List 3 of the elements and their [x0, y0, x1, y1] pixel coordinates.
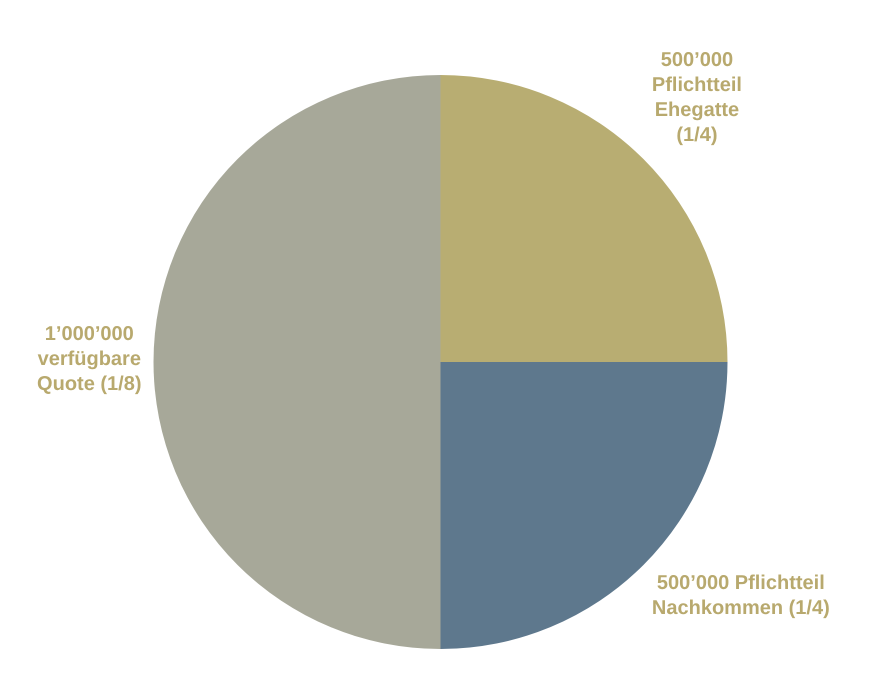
slice-label: 500’000 Pflichtteil Nachkommen (1/4): [652, 572, 830, 619]
slice-label: 1’000’000 verfügbare Quote (1/8): [37, 323, 142, 396]
slice-label: 500’000 Pflichtteil Ehegatte (1/4): [652, 49, 742, 146]
